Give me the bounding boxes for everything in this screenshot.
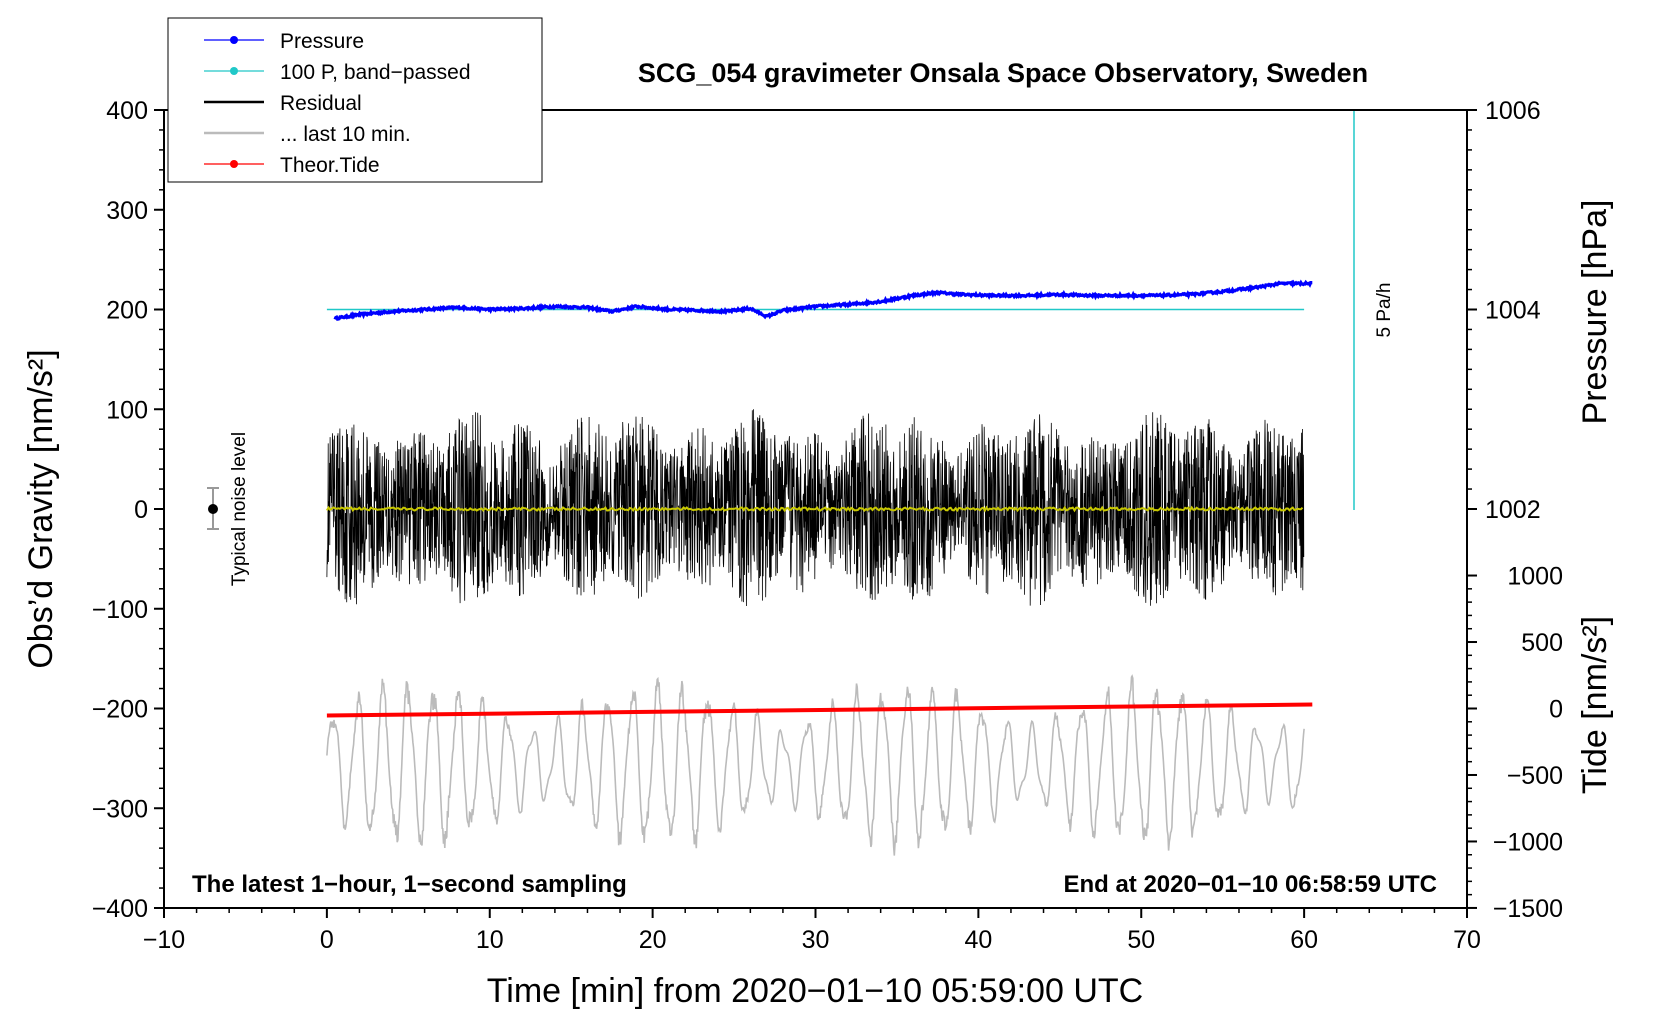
y-axis-title-left: Obs’d Gravity [nm/s²] [22,349,60,668]
x-tick-label: 70 [1453,926,1481,954]
x-tick-label: 50 [1127,926,1155,954]
y-axis-ticks: 400 300 200 100 0 −100 −200 −300 −400 [92,97,164,923]
tide-tick-label: 0 [1549,696,1563,724]
y-tick-label: −100 [92,596,148,624]
theor-tide-line [326,702,1313,718]
series-residual [326,409,1305,607]
legend-label: Pressure [280,30,364,53]
pressure-axis-ticks: 1006 1004 1002 [1467,97,1541,524]
tide-tick-label: −500 [1507,762,1563,790]
end-label: End at 2020−01−10 06:58:59 UTC [1063,871,1437,898]
noise-level-marker [207,487,219,530]
x-tick-label: 60 [1290,926,1318,954]
y-tick-label: 100 [106,396,148,424]
latest-label: The latest 1−hour, 1−second sampling [192,871,627,898]
rate-label: 5 Pa/h [1374,283,1395,338]
legend-label: Theor.Tide [280,154,380,177]
y-tick-label: −400 [92,895,148,923]
series-residual-smoothed [326,505,1304,513]
x-axis-ticks: −10 0 10 20 30 40 50 60 70 [143,908,1481,954]
legend-label: Residual [280,92,362,115]
tide-tick-label: −1000 [1493,828,1563,856]
legend-marker [230,67,238,75]
tide-tick-label: −1500 [1493,895,1563,923]
x-tick-label: −10 [143,926,185,954]
y-tick-label: 0 [134,496,148,524]
legend-label: 100 P, band−passed [280,61,471,84]
y-tick-label: −200 [92,696,148,724]
residual-line [326,409,1305,607]
last-10-min-line [326,674,1305,856]
tide-tick-label: 1000 [1507,563,1563,591]
y-axis-title-tide: Tide [nm/s²] [1576,616,1614,794]
pressure-tick-label: 1004 [1485,297,1541,325]
x-tick-label: 10 [476,926,504,954]
series-theor-tide [326,702,1313,718]
x-tick-label: 0 [320,926,334,954]
noise-label: Typical noise level [229,432,250,586]
y-tick-label: 300 [106,197,148,225]
y-tick-label: −300 [92,795,148,823]
pressure-tick-label: 1002 [1485,496,1541,524]
y-axis-title-pressure: Pressure [hPa] [1576,200,1614,425]
legend-label: ... last 10 min. [280,123,411,146]
x-tick-label: 30 [802,926,830,954]
chart-title: SCG_054 gravimeter Onsala Space Observat… [638,58,1368,88]
tide-tick-label: 500 [1521,629,1563,657]
x-tick-label: 20 [639,926,667,954]
x-tick-label: 40 [964,926,992,954]
series-pressure [333,279,1313,321]
pressure-tick-label: 1006 [1485,97,1541,125]
series-last-10-min [326,674,1305,856]
pressure-line [333,279,1313,321]
legend-marker [230,36,238,44]
y-tick-label: 200 [106,297,148,325]
residual-smoothed-line [326,505,1304,513]
legend: Pressure 100 P, band−passed Residual ... la… [167,17,543,183]
y-tick-label: 400 [106,97,148,125]
x-axis-title: Time [min] from 2020−01−10 05:59:00 UTC [487,972,1143,1010]
legend-marker [230,160,238,168]
tide-axis-ticks: 1000 500 0 −500 −1000 −1500 [1467,563,1563,923]
